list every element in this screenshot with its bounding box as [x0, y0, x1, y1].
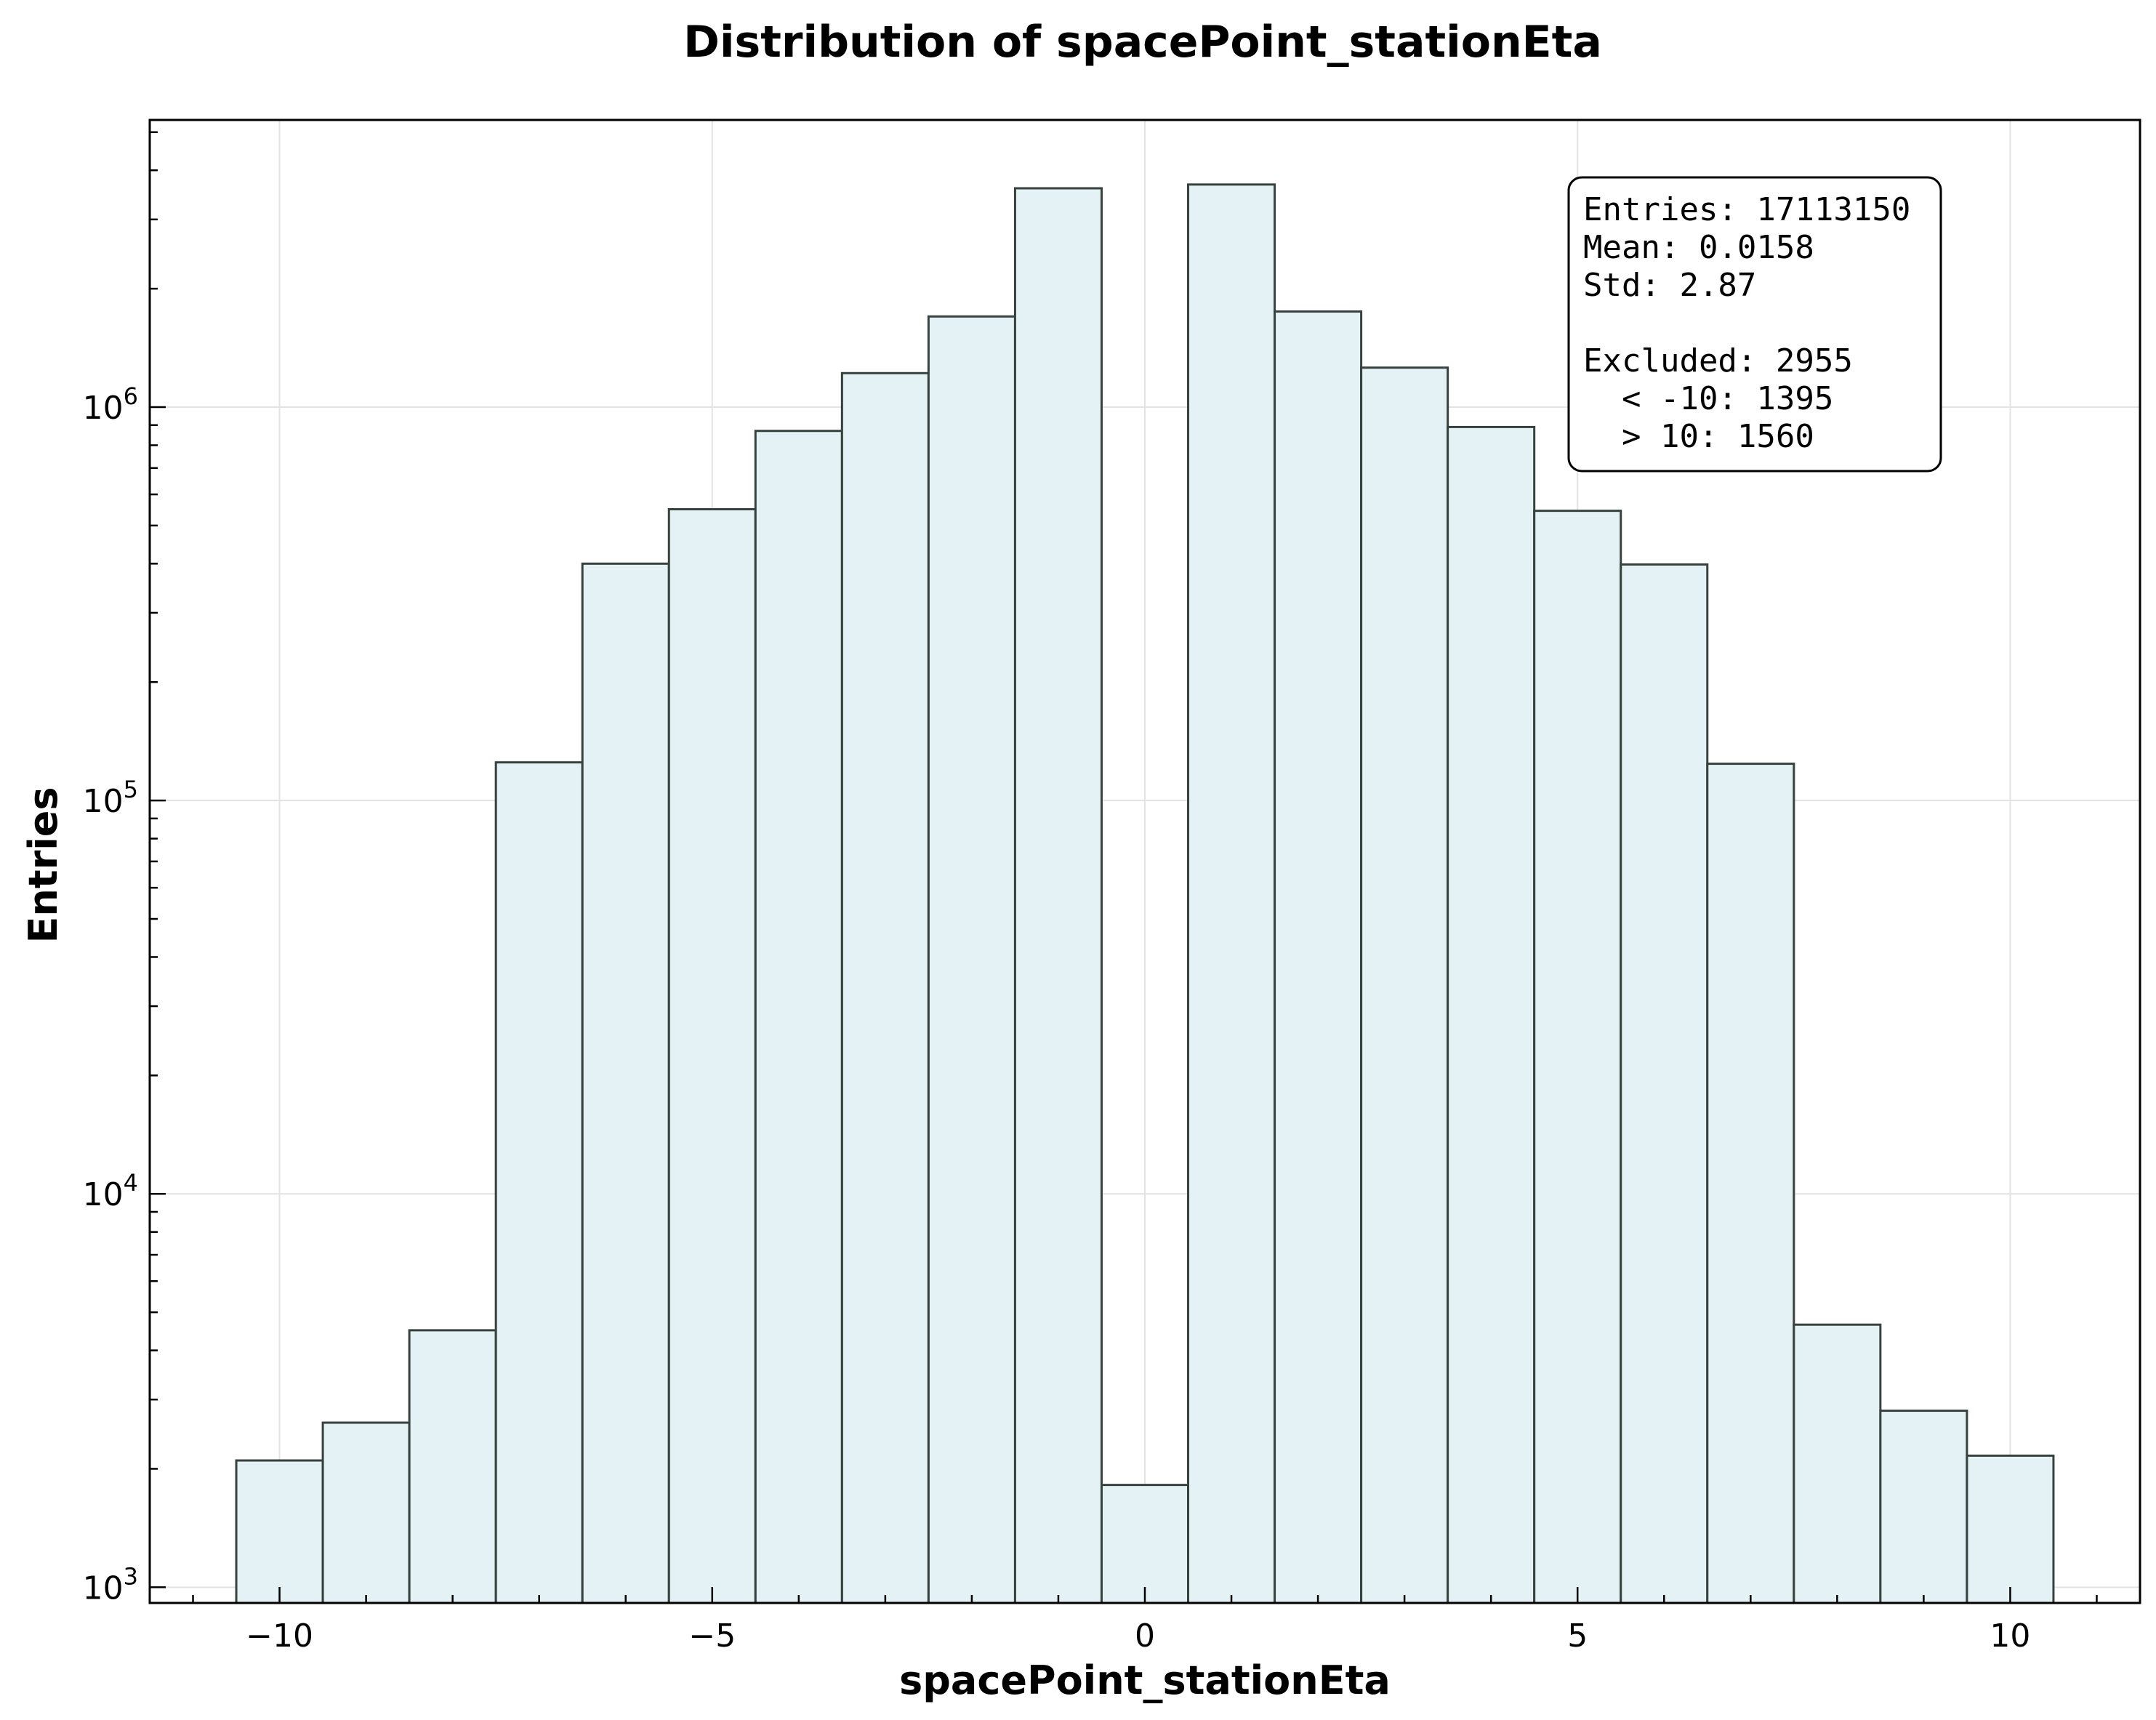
histogram-bar: [321, 1421, 411, 1604]
histogram-bar: [1013, 187, 1103, 1604]
histogram-bar: [1187, 183, 1276, 1604]
histogram-bar: [494, 761, 584, 1604]
axis-ticks: −10 −5 0 5 10 103 104 105 106: [83, 131, 2098, 1655]
stats-box-line: Mean: 0.0158: [1583, 229, 1814, 266]
histogram-bar: [1966, 1454, 2055, 1604]
y-axis-label: Entries: [20, 787, 66, 943]
y-tick-label: 105: [83, 776, 138, 820]
histogram-bar: [927, 315, 1016, 1604]
x-tick-label: 5: [1567, 1617, 1588, 1655]
histogram-bar: [1620, 563, 1709, 1604]
histogram-bar: [1100, 1484, 1190, 1604]
stats-box-line: < -10: 1395: [1583, 380, 1833, 417]
x-tick-label: 0: [1135, 1617, 1155, 1655]
x-tick-label: 10: [1990, 1617, 2030, 1655]
bars: [235, 183, 2055, 1604]
histogram-bar: [408, 1329, 497, 1604]
stats-box-line: > 10: 1560: [1583, 418, 1814, 455]
histogram-bar: [1533, 510, 1622, 1604]
histogram-bar: [754, 430, 843, 1604]
chart-title: Distribution of spacePoint_stationEta: [683, 17, 1602, 68]
x-tick-label: −10: [246, 1617, 313, 1655]
histogram-bar: [581, 562, 670, 1604]
stats-box-line: Excluded: 2955: [1583, 342, 1853, 379]
y-tick-label: 104: [83, 1169, 138, 1213]
y-tick-label: 106: [83, 382, 138, 427]
histogram-bar: [1360, 366, 1449, 1604]
stats-box-line: Entries: 17113150: [1583, 191, 1910, 228]
histogram-bar: [1274, 310, 1363, 1604]
x-axis-label: spacePoint_stationEta: [899, 1657, 1391, 1703]
stats-box-line: Std: 2.87: [1583, 267, 1756, 304]
histogram-bar: [1447, 425, 1536, 1604]
y-tick-label: 103: [83, 1562, 138, 1607]
histogram-bar: [840, 371, 930, 1604]
histogram-bar: [1706, 763, 1795, 1604]
histogram-bar: [1879, 1410, 1968, 1604]
histogram-bar: [1793, 1323, 1882, 1604]
histogram-bar: [667, 508, 757, 1604]
stats-box-frame: [1567, 176, 1942, 473]
histogram-bar: [235, 1459, 324, 1604]
x-tick-label: −5: [688, 1617, 736, 1655]
